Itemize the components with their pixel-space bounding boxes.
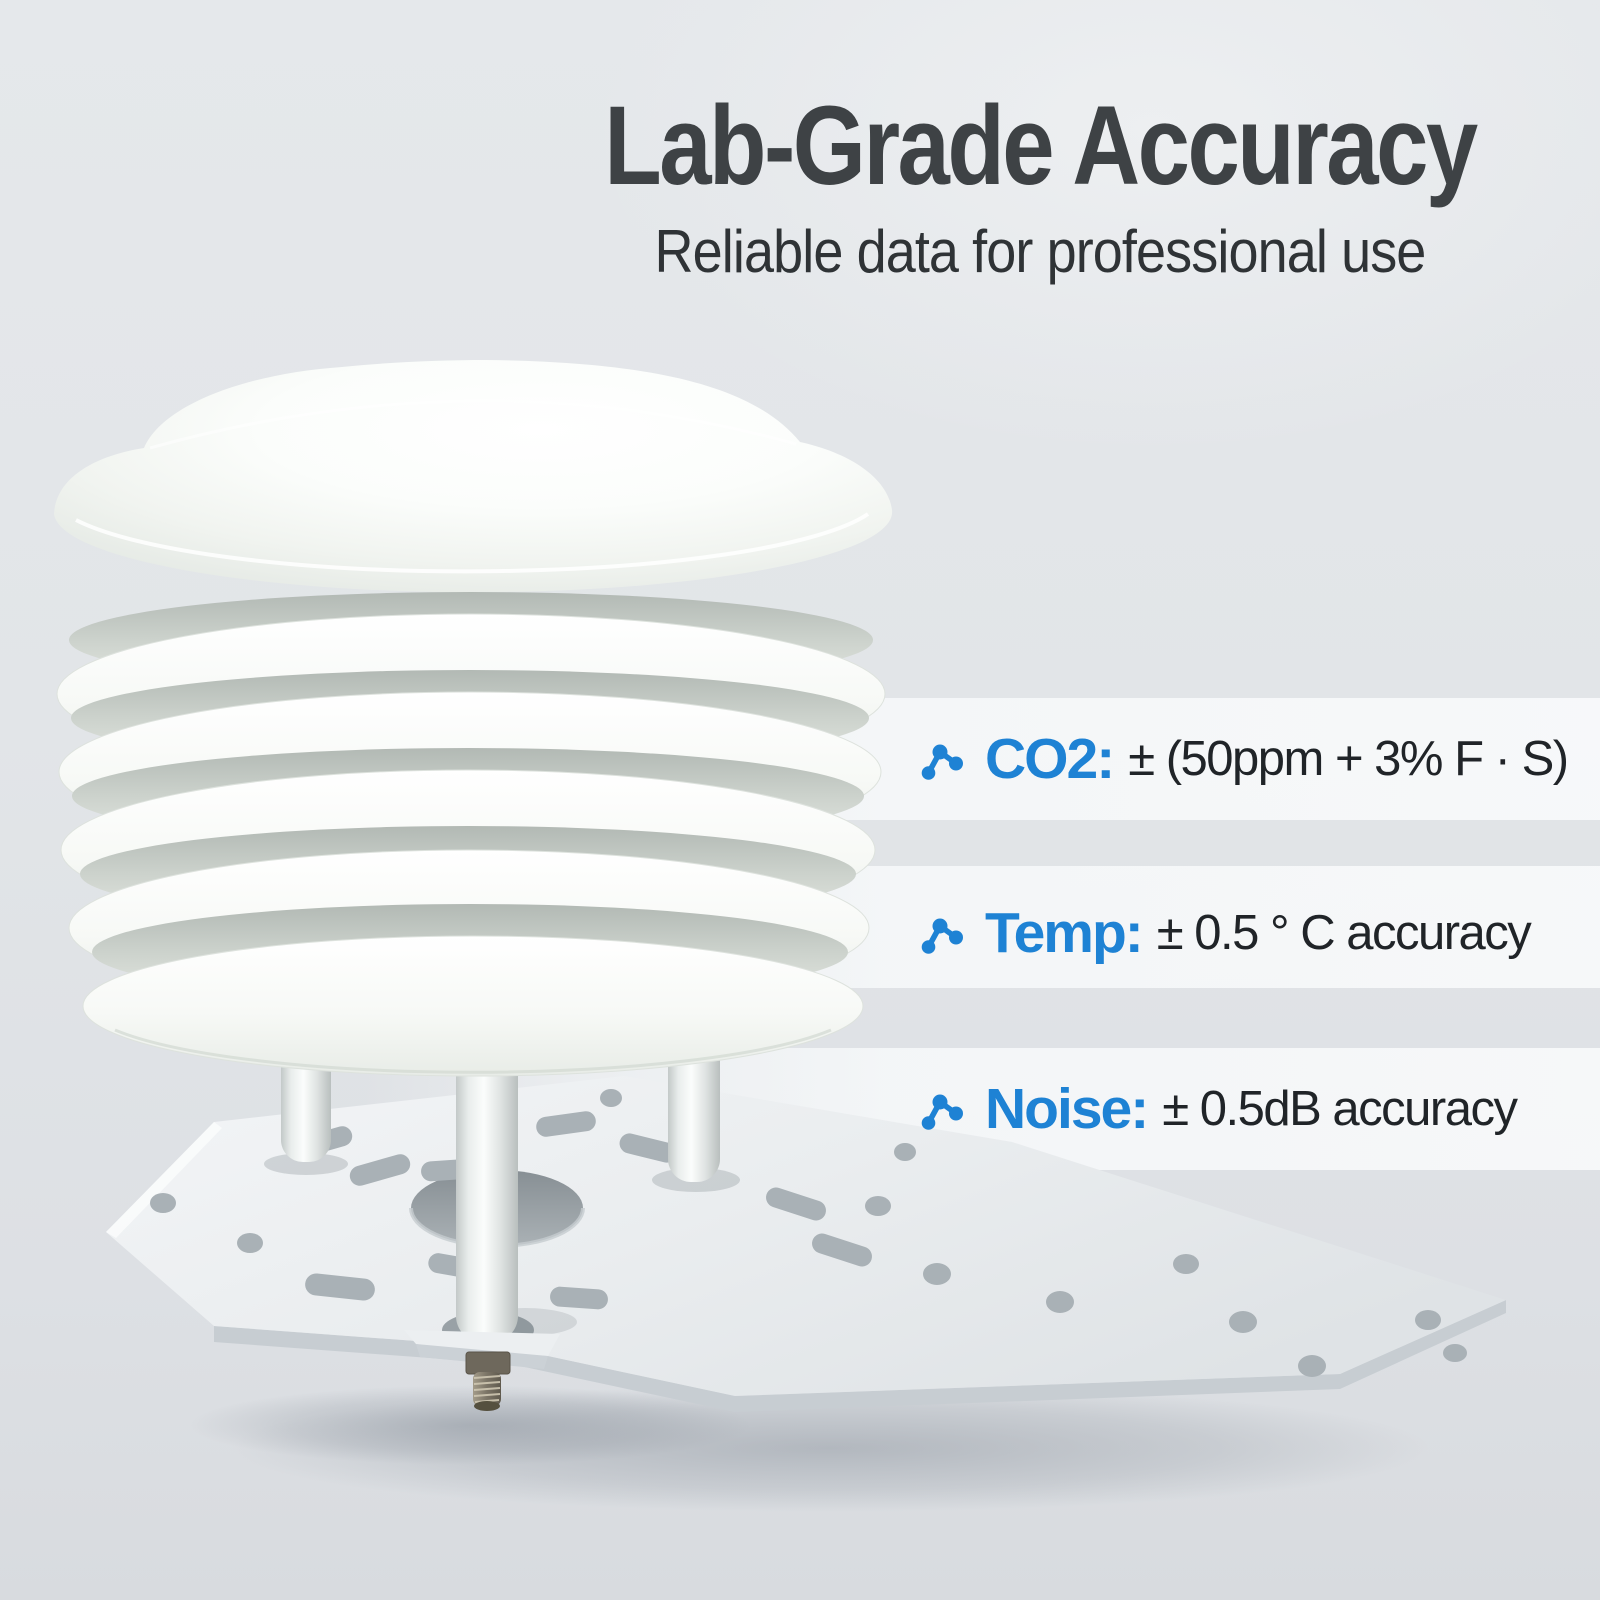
ground-shadow [190,1384,1430,1512]
molecule-icon [921,1094,963,1130]
dome-cap [54,360,893,593]
radiation-shield [54,360,893,1077]
spec-value-co2: ± (50ppm + 3% F · S) [1128,732,1569,786]
page-subtitle: Reliable data for professional use [654,217,1427,285]
louver-plates [56,592,886,1077]
spec-row-co2: CO2: ± (50ppm + 3% F · S) [918,726,1569,792]
spec-value-noise: ± 0.5dB accuracy [1162,1082,1518,1136]
spec-value-temp: ± 0.5 ° C accuracy [1156,906,1532,960]
mounting-bolt [465,1351,511,1411]
headline-block: Lab-Grade Accuracy Reliable data for pro… [480,83,1600,286]
page-title: Lab-Grade Accuracy [604,83,1478,208]
molecule-icon [921,918,963,954]
molecule-icon [921,744,963,780]
spec-label-co2: CO2: [985,727,1115,791]
spec-row-noise: Noise: ± 0.5dB accuracy [918,1076,1518,1142]
spec-label-noise: Noise: [985,1077,1149,1141]
spec-label-temp: Temp: [985,901,1144,965]
spec-row-temp: Temp: ± 0.5 ° C accuracy [918,900,1532,966]
